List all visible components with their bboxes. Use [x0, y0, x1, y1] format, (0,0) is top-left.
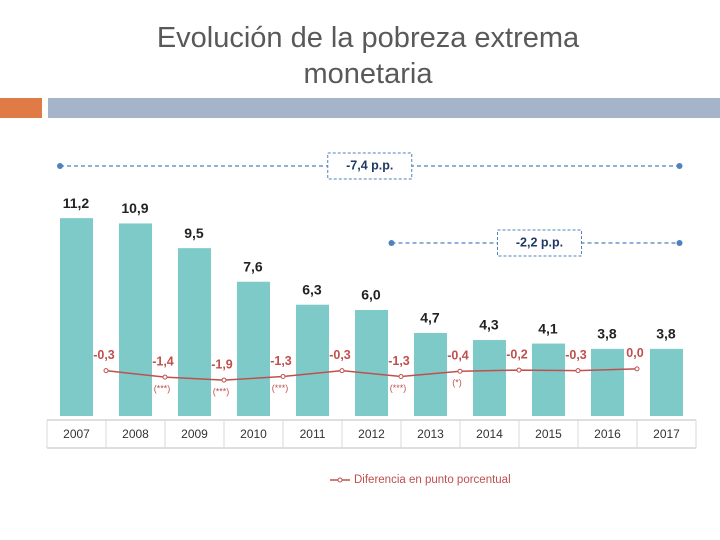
value-label: 3,8 — [656, 326, 676, 342]
difference-point — [634, 366, 640, 372]
chart-title: Evolución de la pobreza extrema monetari… — [156, 22, 580, 90]
annotation-end — [388, 240, 395, 246]
legend-label: Diferencia en punto porcentual — [354, 474, 511, 486]
annotation-end — [676, 163, 683, 169]
value-label: 10,9 — [121, 200, 148, 216]
difference-point — [103, 368, 109, 374]
value-label: 4,3 — [479, 317, 499, 333]
bar — [177, 248, 212, 416]
x-tick-label: 2013 — [417, 427, 444, 441]
difference-label: -1,4 — [152, 354, 174, 368]
x-tick-label: 2007 — [63, 427, 90, 441]
value-label: 6,3 — [302, 281, 322, 297]
bar — [531, 343, 566, 416]
x-tick-label: 2015 — [535, 427, 562, 441]
difference-label: 0,0 — [626, 346, 643, 360]
x-tick-label: 2016 — [594, 427, 621, 441]
difference-label: -1,3 — [388, 354, 410, 368]
value-label: 4,7 — [420, 310, 440, 326]
x-tick-label: 2010 — [240, 427, 267, 441]
difference-note: (***) — [390, 383, 407, 393]
difference-point — [398, 374, 404, 380]
difference-label: -0,3 — [329, 348, 351, 362]
x-tick-label: 2012 — [358, 427, 385, 441]
x-tick-label: 2009 — [181, 427, 208, 441]
annotation-text: -2,2 p.p. — [516, 235, 563, 249]
annotation-text: -7,4 p.p. — [346, 158, 393, 172]
difference-label: -1,3 — [270, 354, 292, 368]
legend-swatch — [337, 477, 343, 483]
bar — [236, 281, 271, 416]
bar — [354, 310, 389, 416]
bar — [472, 340, 507, 416]
accent-block — [0, 98, 42, 118]
value-label: 3,8 — [597, 326, 617, 342]
difference-point — [575, 368, 581, 374]
annotation-end — [57, 163, 63, 169]
difference-note: (***) — [272, 383, 289, 393]
x-tick-label: 2011 — [300, 427, 326, 441]
value-label: 9,5 — [184, 225, 204, 241]
difference-note: (***) — [154, 384, 171, 394]
difference-point — [280, 374, 286, 380]
annotation-end — [676, 240, 683, 246]
bar — [118, 223, 153, 416]
difference-point — [516, 367, 522, 373]
difference-point — [221, 377, 227, 383]
difference-label: -0,3 — [93, 348, 115, 362]
value-label: 4,1 — [538, 320, 558, 336]
difference-note: (*) — [452, 378, 462, 388]
bar — [295, 304, 330, 416]
difference-line — [105, 368, 638, 381]
value-label: 7,6 — [243, 258, 263, 274]
bar — [59, 218, 94, 416]
difference-point — [162, 374, 168, 380]
bar — [590, 348, 625, 416]
difference-label: -0,4 — [447, 349, 469, 363]
difference-label: -1,9 — [211, 357, 233, 371]
difference-point — [339, 368, 345, 374]
annotation-box — [497, 229, 582, 257]
annotation-box — [327, 152, 413, 180]
difference-label: -0,2 — [506, 347, 528, 361]
value-label: 6,0 — [361, 287, 381, 303]
difference-note: (***) — [213, 386, 230, 396]
difference-point — [457, 368, 463, 374]
x-tick-label: 2014 — [476, 427, 503, 441]
difference-label: -0,3 — [565, 348, 587, 362]
x-tick-label: 2017 — [653, 427, 680, 441]
value-label: 11,2 — [63, 195, 90, 211]
x-tick-label: 2008 — [122, 427, 149, 441]
accent-bar — [48, 98, 720, 118]
bar — [649, 348, 684, 416]
